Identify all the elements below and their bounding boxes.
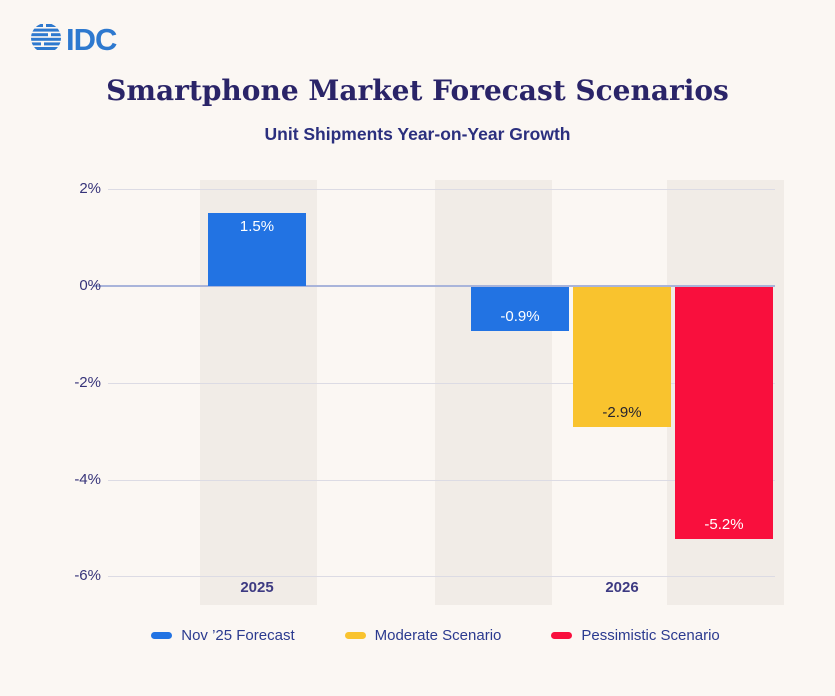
y-axis-tick-label: -4% <box>74 471 101 488</box>
bar-value-label: -2.9% <box>602 404 642 421</box>
y-axis-tick-label: -6% <box>74 567 101 584</box>
legend-swatch-icon <box>551 631 573 639</box>
x-axis-category-label: 2025 <box>240 579 274 596</box>
y-axis-tick-label: -2% <box>74 374 101 391</box>
legend-label: Moderate Scenario <box>374 626 502 644</box>
legend-item: Pessimistic Scenario <box>551 626 720 644</box>
zero-axis-line <box>93 285 775 287</box>
gridline <box>108 480 775 481</box>
legend-label: Pessimistic Scenario <box>581 626 720 644</box>
bar-2026-2: -2.9% <box>573 287 671 427</box>
bar-value-label: -5.2% <box>704 516 744 533</box>
y-axis-tick-label: 0% <box>79 277 101 294</box>
legend-item: Moderate Scenario <box>344 626 502 644</box>
chart-legend: Nov ’25 Forecast Moderate Scenario Pessimi… <box>96 625 775 645</box>
legend-item: Nov ’25 Forecast <box>151 626 295 644</box>
bar-2026-3: -5.2% <box>675 287 773 539</box>
legend-label: Nov ’25 Forecast <box>181 626 295 644</box>
category-band <box>435 180 552 605</box>
gridline <box>108 576 775 577</box>
bar-value-label: -0.9% <box>500 308 540 325</box>
idc-logo: IDC <box>31 22 118 55</box>
page-title: Smartphone Market Forecast Scenarios <box>106 74 729 107</box>
striped-globe-icon <box>31 23 61 50</box>
bar-value-label: 1.5% <box>239 218 275 235</box>
gridline <box>108 189 775 190</box>
page-subtitle: Unit Shipments Year-on-Year Growth <box>264 124 571 144</box>
bar-2026-1: -0.9% <box>471 287 569 331</box>
x-axis-category-label: 2026 <box>605 579 639 596</box>
legend-swatch-icon <box>151 631 173 639</box>
bar-2025-1: 1.5% <box>208 213 306 286</box>
idc-logo-text: IDC <box>66 22 117 55</box>
legend-swatch-icon <box>344 631 366 639</box>
gridline <box>108 383 775 384</box>
y-axis-tick-label: 2% <box>79 180 101 197</box>
